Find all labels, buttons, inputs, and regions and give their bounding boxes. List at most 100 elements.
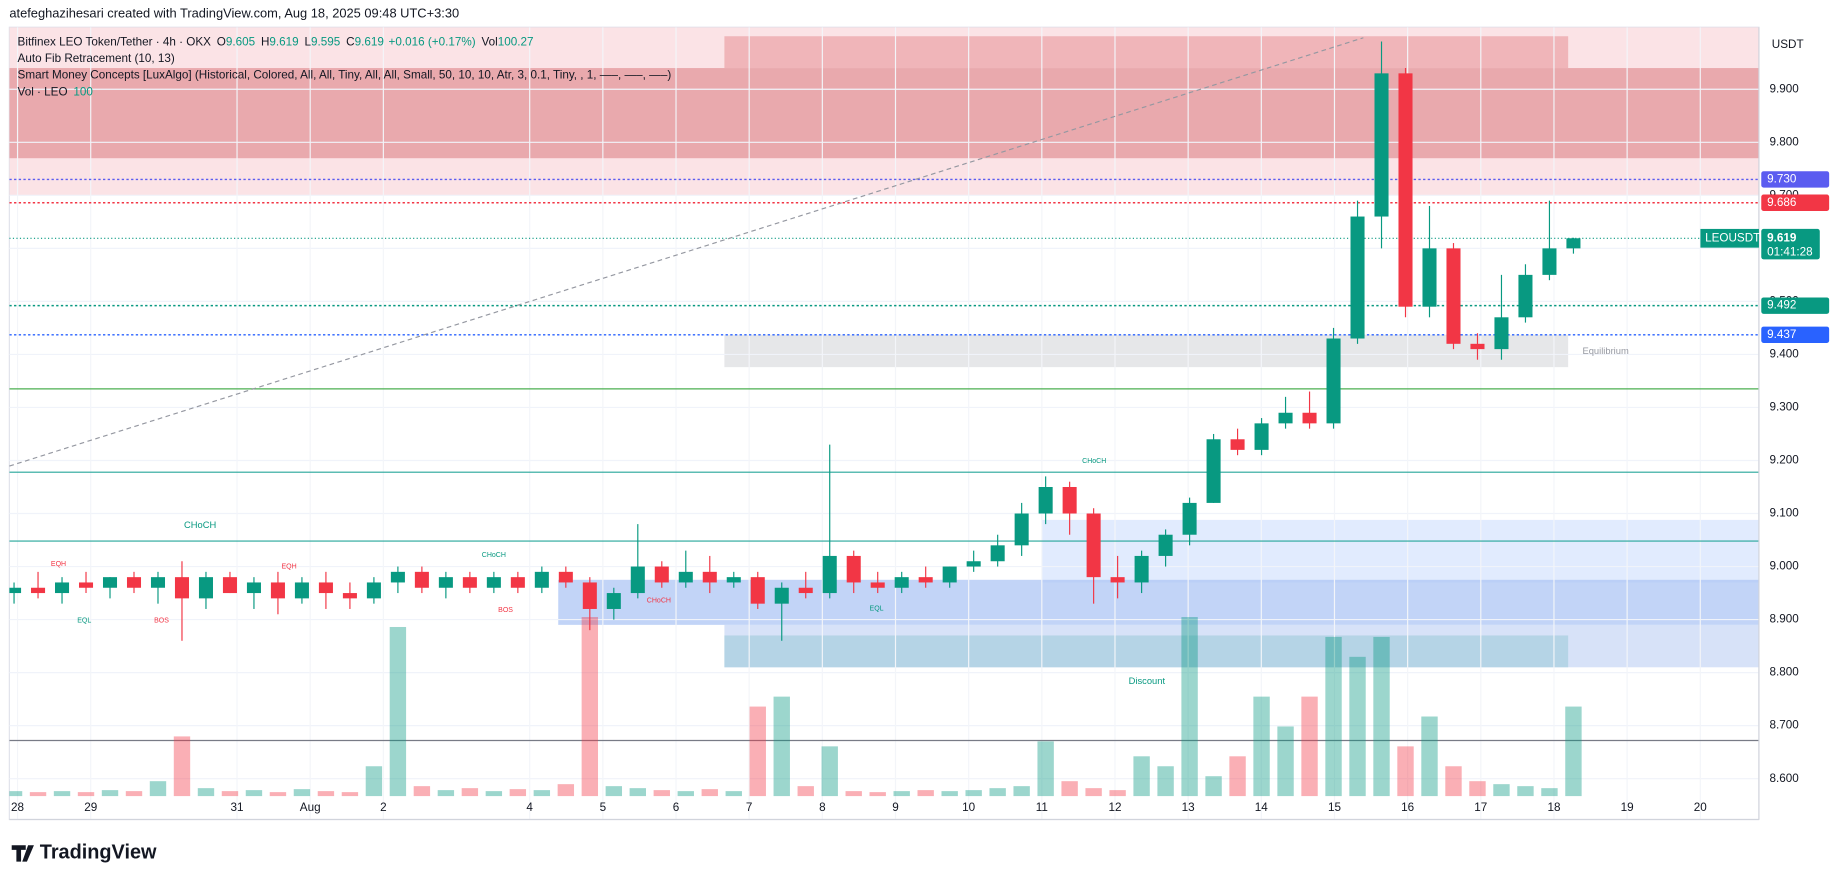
candle-body	[102, 577, 118, 588]
candle-body	[126, 577, 142, 588]
volume-bar	[629, 788, 646, 797]
candle-body	[390, 571, 405, 583]
volume-bar	[941, 791, 958, 797]
volume-bar	[1109, 790, 1126, 797]
ohlc-value: 9.619	[269, 36, 298, 49]
volume-bar	[29, 792, 47, 797]
volume-bar	[1061, 781, 1078, 797]
price-label-box	[1761, 297, 1830, 314]
x-tick-label: 13	[1182, 801, 1195, 814]
vol-indicator-name: Vol · LEO	[18, 86, 68, 99]
ohlc-value: 9.619	[355, 36, 384, 49]
volume-bar	[149, 781, 167, 797]
x-tick-label: 29	[84, 801, 97, 814]
volume-bar	[749, 706, 766, 797]
volume-bar	[1565, 706, 1582, 797]
volume-bar	[341, 792, 359, 797]
volume-bar	[965, 790, 982, 797]
candle-body	[1182, 502, 1197, 535]
candle-body	[1062, 486, 1077, 514]
candle-body	[1302, 412, 1317, 424]
price-label: 9.730	[1767, 173, 1797, 186]
volume-bar	[773, 696, 790, 797]
y-tick-label: 9.100	[1769, 507, 1799, 520]
x-tick-label: 31	[231, 801, 244, 814]
volume-bar	[1397, 746, 1414, 797]
countdown: 01:41:28	[1767, 245, 1812, 258]
volume-bar	[1445, 766, 1462, 797]
x-tick-label: 5	[600, 801, 607, 814]
symbol-box	[1700, 228, 1759, 248]
volume-bar	[1469, 781, 1486, 797]
candle-body	[1158, 534, 1173, 556]
volume-bar	[677, 791, 694, 797]
candle-body	[414, 571, 429, 588]
candle-body	[534, 571, 549, 588]
volume-bar	[845, 791, 862, 797]
x-tick-label: 9	[892, 801, 899, 814]
candle-body	[582, 582, 597, 609]
candle-body	[846, 555, 861, 583]
x-tick-label: 11	[1036, 801, 1048, 814]
tv-logo	[11, 845, 34, 862]
vol-indicator: Vol · LEO 100	[18, 86, 94, 99]
candle-body	[750, 577, 765, 604]
y-tick-label: 9.300	[1769, 401, 1799, 414]
x-tick-label: 19	[1621, 801, 1634, 814]
zone	[9, 68, 1759, 159]
candle-body	[222, 577, 237, 594]
candle-body	[270, 582, 285, 599]
volume-bar	[1229, 756, 1246, 797]
candle-body	[894, 577, 909, 588]
candle-body	[822, 555, 837, 594]
volume-bar	[653, 790, 670, 797]
indicator: Smart Money Concepts [LuxAlgo] (Historic…	[18, 68, 672, 81]
annotation: BOS	[154, 617, 169, 624]
y-tick-label: 9.400	[1769, 348, 1799, 361]
x-tick-label: 4	[526, 801, 533, 814]
candle-body	[78, 582, 94, 588]
y-tick-label: 9.200	[1769, 454, 1799, 467]
candle-body	[462, 577, 477, 588]
last-price-box	[1761, 228, 1820, 260]
ohlc-value: 9.605	[226, 36, 256, 49]
y-tick-label: 9.000	[1769, 560, 1799, 573]
candle-body	[294, 582, 309, 599]
x-tick-label: 17	[1474, 801, 1487, 814]
footer-brand: TradingView	[40, 842, 157, 864]
candle-body	[1422, 248, 1437, 307]
x-tick-label: 20	[1694, 801, 1708, 814]
x-tick-label: Aug	[300, 801, 321, 814]
candle-body	[774, 587, 789, 604]
x-tick-label: 8	[819, 801, 826, 814]
volume-bar	[413, 786, 431, 797]
candle-body	[318, 582, 333, 594]
price-label-box	[1761, 194, 1830, 211]
candle-body	[1350, 216, 1365, 339]
volume-bar	[917, 790, 934, 797]
volume-bar	[1157, 766, 1174, 797]
x-tick-label: 6	[673, 801, 680, 814]
fib-trend-line	[9, 37, 1364, 467]
vol-indicator-value: 100	[73, 86, 93, 99]
x-tick-label: 14	[1255, 801, 1268, 814]
candle-body	[31, 587, 46, 594]
volume-bar	[869, 792, 886, 797]
price-label-box	[1761, 171, 1830, 188]
credit: atefeghazihesari created with TradingVie…	[9, 6, 459, 21]
annotation: CHoCH	[647, 598, 671, 605]
volume-bar	[893, 791, 910, 797]
x-tick-label: 2	[380, 801, 387, 814]
candle-body	[1110, 577, 1125, 583]
volume-bar	[53, 791, 71, 797]
y-tick-label: 9.800	[1769, 135, 1799, 148]
candle-body	[150, 577, 166, 588]
volume-bar	[317, 791, 335, 797]
candle-body	[246, 582, 261, 594]
change: +0.016 (+0.17%)	[389, 36, 476, 49]
zone	[1041, 519, 1759, 583]
x-tick-label: 10	[962, 801, 976, 814]
candle-body	[1254, 423, 1269, 450]
zone	[724, 36, 1569, 69]
price-label: 9.686	[1767, 196, 1796, 209]
